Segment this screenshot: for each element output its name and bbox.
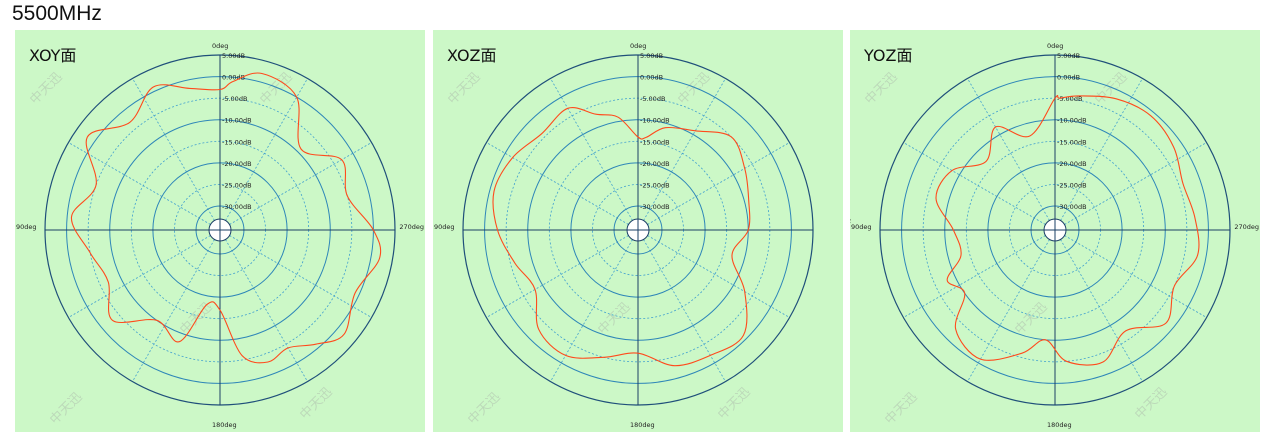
ring-label: -15.00dB: [222, 138, 252, 146]
ring-label: 0.00dB: [640, 74, 663, 82]
watermark-text: 中天迅: [1092, 70, 1130, 108]
watermark-text: 中天迅: [297, 385, 335, 423]
angle-label-bottom: 180deg: [212, 421, 237, 429]
ring-label: -10.00dB: [640, 117, 670, 125]
radial-spoke: [903, 142, 1046, 225]
radial-spoke: [225, 239, 308, 382]
radial-spoke: [643, 78, 726, 221]
ring-label: 5.00dB: [640, 52, 663, 60]
watermark-text: 中天迅: [882, 390, 920, 428]
ring-label: -10.00dB: [1057, 117, 1087, 125]
radial-spoke: [967, 239, 1050, 382]
yoz-polar-chart: 中天迅中天迅中天迅中天迅中天迅5.00dB0.00dB-5.00dB-10.00…: [850, 42, 1259, 429]
radial-spoke: [903, 235, 1046, 318]
radial-spoke: [647, 142, 790, 225]
watermark-text: 中天迅: [1132, 385, 1170, 423]
radial-spoke: [68, 142, 211, 225]
angle-label-bottom: 180deg: [630, 421, 655, 429]
gain-trace: [935, 94, 1200, 366]
ring-label: -25.00dB: [1057, 181, 1087, 189]
ring-label: -15.00dB: [1057, 138, 1087, 146]
ring-label: -20.00dB: [222, 160, 252, 168]
ring-label: -5.00dB: [1057, 95, 1082, 103]
radial-spoke: [486, 142, 629, 225]
watermark-text: 中天迅: [1012, 300, 1050, 338]
watermark-text: 中天迅: [862, 70, 900, 108]
radial-spoke: [550, 78, 633, 221]
radial-spoke: [967, 78, 1050, 221]
radial-spoke: [68, 235, 211, 318]
ring-label: 5.00dB: [222, 52, 245, 60]
yoz-panel: YOZ面 中天迅 中天迅 中天迅 中天迅 中天迅 5.00dB 0.00dB -5.00dB -…: [850, 30, 1260, 432]
ring-label: -20.00dB: [1057, 160, 1087, 168]
watermark-text: 中天迅: [595, 300, 633, 338]
watermark-text: 中天迅: [715, 385, 753, 423]
xoy-polar-chart: 中天迅中天迅中天迅中天迅中天迅5.00dB0.00dB-5.00dB-10.00…: [16, 42, 424, 429]
radial-spoke: [225, 78, 308, 221]
radial-spoke: [643, 239, 726, 382]
gain-trace: [492, 107, 751, 367]
ring-label: -25.00dB: [222, 181, 252, 189]
radial-spoke: [647, 235, 790, 318]
yoz-panel-title: YOZ面: [864, 46, 913, 65]
xoz-polar-chart: 中天迅中天迅中天迅中天迅中天迅5.00dB0.00dB-5.00dB-10.00…: [434, 42, 814, 429]
xoz-panel-title: XOZ面: [447, 46, 497, 65]
ring-label: -25.00dB: [640, 181, 670, 189]
ring-label: 5.00dB: [1057, 52, 1080, 60]
ring-label: -15.00dB: [640, 138, 670, 146]
radial-spoke: [229, 142, 372, 225]
ring-label: -5.00dB: [222, 95, 247, 103]
radial-spoke: [486, 235, 629, 318]
radial-spoke: [1060, 78, 1143, 221]
radial-spoke: [550, 239, 633, 382]
ring-label: 0.00dB: [222, 74, 245, 82]
radial-spoke: [1060, 239, 1143, 382]
ring-label: -10.00dB: [222, 117, 252, 125]
angle-label-left: 90deg: [851, 223, 872, 231]
ring-label: -30.00dB: [1057, 203, 1087, 211]
ring-label: -30.00dB: [640, 203, 670, 211]
watermark-text: 中天迅: [47, 390, 85, 428]
angle-label-top: 0deg: [1047, 42, 1063, 50]
watermark-text: 中天迅: [27, 70, 65, 108]
ring-label: -30.00dB: [222, 203, 252, 211]
side-label: 2: [850, 217, 851, 225]
watermark-text: 中天迅: [465, 390, 503, 428]
gain-trace: [70, 72, 382, 364]
angle-label-bottom: 180deg: [1047, 421, 1072, 429]
watermark-text: 中天迅: [675, 70, 713, 108]
angle-label-left: 90deg: [16, 223, 37, 231]
page-title: 5500MHz: [12, 2, 102, 25]
ring-label: -5.00dB: [640, 95, 665, 103]
ring-label: -20.00dB: [640, 160, 670, 168]
angle-label-top: 0deg: [212, 42, 228, 50]
radial-spoke: [132, 239, 215, 382]
ring-label: 0.00dB: [1057, 74, 1080, 82]
watermark-text: 中天迅: [445, 70, 483, 108]
radial-spoke: [229, 235, 372, 318]
angle-label-left: 90deg: [434, 223, 455, 231]
angle-label-right: 270deg: [399, 223, 424, 231]
angle-label-right: 270deg: [1234, 223, 1259, 231]
xoz-panel: XOZ面 中天迅 中天迅 中天迅 中天迅 中天迅 5.00dB 0.00dB -5.00dB -…: [433, 30, 843, 432]
xoy-panel: XOY面 中天迅 中天迅 中天迅 中天迅 中天迅 5.00dB 0.00dB -5.00dB -…: [15, 30, 425, 432]
angle-label-top: 0deg: [630, 42, 646, 50]
radial-spoke: [132, 78, 215, 221]
xoy-panel-title: XOY面: [29, 46, 77, 65]
